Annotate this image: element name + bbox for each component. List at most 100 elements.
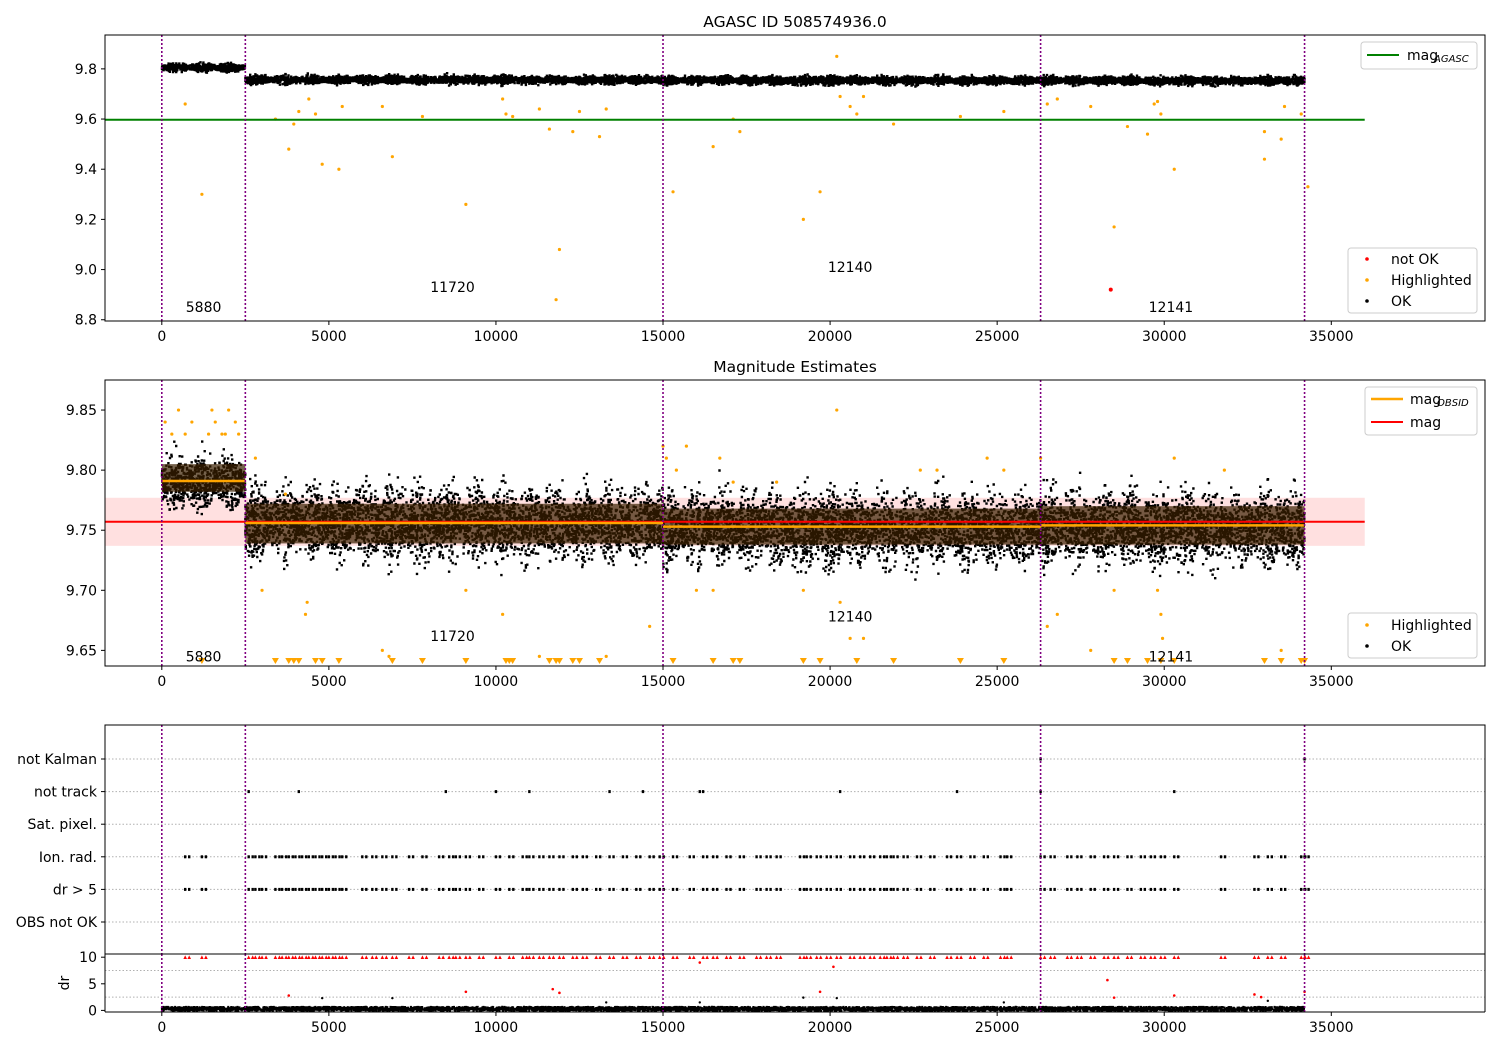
flag-point xyxy=(251,855,254,859)
flag-point xyxy=(287,855,290,859)
flag-point xyxy=(929,855,932,859)
dr-point xyxy=(391,996,394,1000)
highlighted-point xyxy=(604,107,608,111)
dr-flagged-point xyxy=(828,955,833,959)
highlighted-point xyxy=(604,654,608,658)
dr-flagged-point xyxy=(1125,955,1130,959)
flag-point xyxy=(258,855,261,859)
highlighted-point xyxy=(190,420,194,424)
flag-point xyxy=(334,887,337,891)
below-axis-marker xyxy=(1170,658,1178,664)
flag-point xyxy=(608,855,611,859)
dr-flagged-point xyxy=(557,955,562,959)
x-tick-label: 35000 xyxy=(1309,674,1354,690)
flag-point xyxy=(395,887,398,891)
flag-point xyxy=(325,855,328,859)
flag-point xyxy=(327,855,331,859)
dr-flagged-point xyxy=(581,955,585,959)
dr-flagged-point xyxy=(384,955,389,959)
flag-point xyxy=(421,887,424,891)
flag-point xyxy=(902,855,905,859)
flag-point xyxy=(571,887,574,891)
flag-point xyxy=(1177,887,1180,891)
x-tick-label: 20000 xyxy=(808,1020,853,1036)
highlighted-point xyxy=(1002,109,1006,114)
dr-flagged-point xyxy=(858,955,862,959)
flag-point xyxy=(494,887,498,891)
dr-flagged-point xyxy=(468,955,472,959)
highlighted-point xyxy=(985,456,989,460)
y-tick-label: 0 xyxy=(88,1003,97,1019)
dr-flagged-point xyxy=(985,955,990,959)
highlighted-point xyxy=(303,612,308,616)
flag-point xyxy=(274,855,277,859)
flag-row-label: not track xyxy=(34,785,98,801)
flag-point xyxy=(885,855,889,859)
dr-flagged-point xyxy=(337,955,342,959)
dr-flagged-point xyxy=(955,955,959,959)
flag-point xyxy=(1049,855,1052,859)
flag-point xyxy=(562,887,565,891)
below-axis-marker xyxy=(509,658,517,664)
dr-flagged-point xyxy=(477,955,482,959)
dr-flagged-point xyxy=(625,955,629,959)
flag-point xyxy=(701,790,705,794)
legend-marker xyxy=(1365,278,1369,282)
dr-flagged-point xyxy=(1259,995,1263,999)
highlighted-point xyxy=(380,648,384,652)
flag-point xyxy=(1173,790,1176,794)
dr-flagged-point xyxy=(494,955,498,959)
flag-point xyxy=(307,855,311,859)
flag-point xyxy=(1300,887,1303,891)
flag-point xyxy=(835,855,838,859)
flag-point xyxy=(334,855,337,859)
highlighted-point xyxy=(176,408,181,412)
dr-flagged-point xyxy=(1306,955,1311,959)
dr-flagged-point xyxy=(758,955,763,959)
dr-flagged-point xyxy=(768,955,773,959)
below-axis-marker xyxy=(669,658,677,664)
flag-point xyxy=(915,855,919,859)
highlighted-point xyxy=(307,97,311,101)
dr-flagged-point xyxy=(607,955,612,959)
highlighted-point xyxy=(163,420,167,424)
x-tick-label: 5000 xyxy=(311,1020,347,1036)
flag-point xyxy=(635,855,638,859)
flag-point xyxy=(999,855,1002,859)
highlighted-point xyxy=(183,432,187,436)
flag-point xyxy=(798,887,802,891)
flag-point xyxy=(254,855,257,859)
highlighted-point xyxy=(848,104,852,109)
flag-point xyxy=(304,855,308,859)
dr-flagged-point xyxy=(905,955,910,959)
x-tick-label: 10000 xyxy=(474,329,519,345)
highlighted-point xyxy=(464,202,468,206)
highlighted-point xyxy=(835,54,839,58)
flag-point xyxy=(314,887,317,891)
dr-flagged-point xyxy=(284,955,288,959)
flag-point xyxy=(675,887,679,891)
dr-plot: 0 5 10 0 5000 10000 15000 20000 25000 30000 35000 d… xyxy=(57,950,1486,1036)
flag-point xyxy=(1270,887,1274,891)
x-tick-label: 30000 xyxy=(1142,1020,1187,1036)
flag-point xyxy=(280,855,284,859)
dr-flagged-point xyxy=(200,955,204,959)
flag-row-label: not Kalman xyxy=(17,752,97,768)
dr-flagged-point xyxy=(458,955,462,959)
dr-flagged-point xyxy=(327,955,331,959)
flag-point xyxy=(264,855,268,859)
flag-point xyxy=(458,887,462,891)
flag-point xyxy=(314,855,317,859)
flag-point xyxy=(311,855,315,859)
flag-point xyxy=(648,855,651,859)
dr-point xyxy=(1266,999,1270,1003)
flag-point xyxy=(381,887,384,891)
flag-point xyxy=(371,887,374,891)
flag-point xyxy=(705,887,709,891)
ok-points xyxy=(244,72,665,88)
highlighted-point xyxy=(537,107,541,111)
not-ok-point xyxy=(1108,287,1113,292)
highlighted-point xyxy=(213,420,217,424)
flag-point xyxy=(1149,855,1153,859)
dr-flagged-point xyxy=(1256,955,1261,959)
